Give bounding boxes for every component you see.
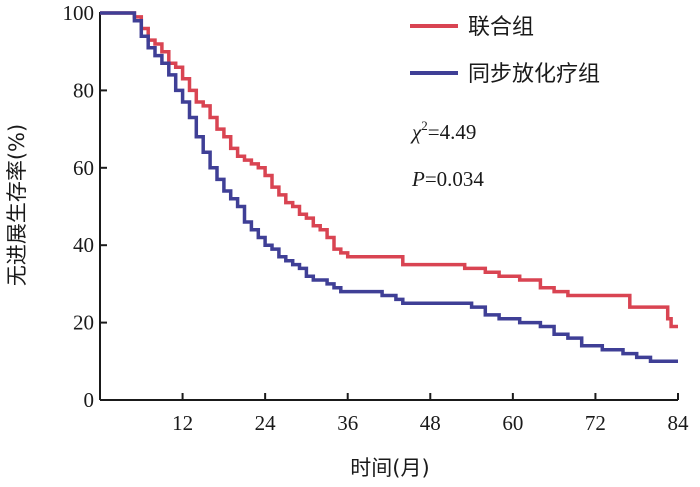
series-line-1 xyxy=(100,11,678,329)
series-layer xyxy=(100,11,678,364)
legend: 联合组 同步放化疗组 xyxy=(410,15,600,87)
y-tick-label: 80 xyxy=(73,78,94,102)
chi-square-annotation: χ2=4.49 xyxy=(410,118,476,144)
x-tick-label: 12 xyxy=(172,411,193,435)
y-axis-title: 无进展生存率(%) xyxy=(5,124,29,286)
legend-label-series-2: 同步放化疗组 xyxy=(468,62,600,87)
x-axis-title: 时间(月) xyxy=(350,456,429,480)
p-value-annotation: P=0.034 xyxy=(411,167,484,191)
y-tick-label: 100 xyxy=(63,1,95,25)
legend-label-series-1: 联合组 xyxy=(468,15,534,40)
x-tick-label: 24 xyxy=(255,411,277,435)
plot-area: 0 20 40 60 80 100 12 24 36 48 60 72 84 xyxy=(63,1,690,435)
y-tick-label: 40 xyxy=(73,233,94,257)
x-tick-label: 36 xyxy=(337,411,358,435)
y-tick-label: 0 xyxy=(84,388,95,412)
series-line-2 xyxy=(100,11,678,364)
y-ticks: 0 20 40 60 80 100 xyxy=(63,1,107,412)
x-tick-label: 48 xyxy=(420,411,441,435)
x-ticks: 12 24 36 48 60 72 84 xyxy=(172,393,689,435)
x-tick-label: 72 xyxy=(585,411,606,435)
x-tick-label: 84 xyxy=(668,411,690,435)
y-tick-label: 20 xyxy=(73,311,94,335)
stat-annotations: χ2=4.49 P=0.034 xyxy=(410,118,484,191)
x-tick-label: 60 xyxy=(502,411,523,435)
y-tick-label: 60 xyxy=(73,156,94,180)
